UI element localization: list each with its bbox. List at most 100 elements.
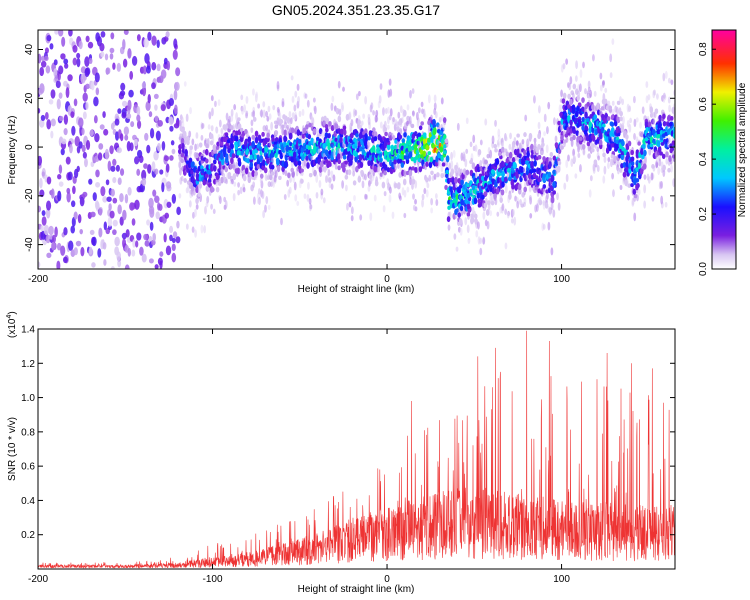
spectrogram-cell xyxy=(511,183,515,190)
spectrogram-y-tick-label: 20 xyxy=(24,92,35,104)
spectrogram-cell xyxy=(122,209,127,221)
spectrogram-cell xyxy=(198,142,203,148)
spectrogram-cell xyxy=(49,43,54,50)
spectrogram-cell xyxy=(479,159,483,167)
spectrogram-cell xyxy=(428,161,433,169)
spectrogram-cell xyxy=(139,246,144,256)
spectrogram-cell xyxy=(339,136,343,143)
spectrogram-cell xyxy=(105,67,111,75)
spectrogram-cell xyxy=(386,143,391,151)
spectrogram-cell xyxy=(664,143,669,149)
spectrogram-cell xyxy=(148,111,153,118)
spectrogram-cell xyxy=(508,151,513,159)
spectrogram-cell xyxy=(148,197,154,209)
spectrogram-cell xyxy=(364,96,368,105)
spectrogram-cell xyxy=(571,92,575,101)
spectrogram-cell xyxy=(430,207,434,214)
spectrogram-cell xyxy=(70,200,76,208)
spectrogram-cell xyxy=(344,160,349,165)
spectrogram-cell xyxy=(224,200,228,209)
spectrogram-cell xyxy=(322,197,326,204)
spectrogram-cell xyxy=(147,93,151,104)
spectrogram-cell xyxy=(621,98,625,106)
spectrogram-cell xyxy=(80,246,85,257)
spectrogram-cell xyxy=(288,146,292,151)
spectrogram-cell xyxy=(373,131,378,138)
spectrogram-cell xyxy=(100,31,106,38)
spectrogram-cell xyxy=(588,127,593,134)
spectrogram-cell xyxy=(313,169,317,177)
spectrogram-cell xyxy=(495,187,500,195)
spectrogram-cell xyxy=(217,99,221,107)
spectrogram-cell xyxy=(159,169,164,175)
spectrogram-cell xyxy=(338,108,342,116)
spectrogram-cell xyxy=(618,167,623,173)
spectrogram-cell xyxy=(254,130,259,137)
spectrogram-cell xyxy=(661,153,666,160)
spectrogram-cell xyxy=(609,53,613,63)
spectrogram-cell xyxy=(290,156,295,163)
spectrogram-cell xyxy=(288,122,292,128)
spectrogram-cell xyxy=(350,206,354,215)
spectrogram-cell xyxy=(39,83,45,94)
spectrogram-cell xyxy=(212,208,216,215)
spectrogram-panel: -200 -100 0 100 40 20 0 -20 -40 Height of straig… xyxy=(7,29,676,295)
spectrogram-cell xyxy=(641,154,645,160)
spectrogram-cell xyxy=(408,115,412,125)
spectrogram-cell xyxy=(109,47,115,54)
spectrogram-cell xyxy=(574,173,578,179)
spectrogram-cell xyxy=(56,242,62,251)
spectrogram-cell xyxy=(527,172,532,180)
spectrogram-cell xyxy=(494,148,498,153)
spectrogram-cell xyxy=(378,153,383,158)
spectrogram-cell xyxy=(144,240,150,247)
spectrogram-cell xyxy=(556,165,561,173)
spectrogram-cell xyxy=(143,163,148,169)
spectrogram-cell xyxy=(41,210,46,216)
spectrogram-cell xyxy=(72,45,78,53)
spectrogram-cell xyxy=(577,102,582,107)
spectrogram-cell xyxy=(39,189,45,198)
spectrogram-cell xyxy=(465,148,469,154)
spectrogram-cell xyxy=(452,149,456,158)
spectrogram-cell xyxy=(76,57,81,68)
spectrogram-cell xyxy=(377,167,381,175)
spectrogram-cell xyxy=(349,158,353,166)
spectrogram-cell xyxy=(504,242,508,250)
spectrogram-cell xyxy=(147,31,152,41)
spectrogram-cell xyxy=(572,134,576,141)
spectrogram-cell xyxy=(53,59,58,66)
spectrogram-cell xyxy=(575,60,578,70)
spectrogram-cell xyxy=(347,169,352,176)
spectrogram-cell xyxy=(457,212,462,218)
spectrogram-cell xyxy=(593,90,597,97)
spectrogram-cell xyxy=(206,195,210,203)
spectrogram-cell xyxy=(141,169,147,181)
spectrogram-cell xyxy=(232,192,236,202)
spectrogram-cell xyxy=(652,165,656,172)
spectrogram-cell xyxy=(94,133,100,143)
spectrogram-cell xyxy=(305,155,309,161)
spectrogram-cell xyxy=(403,189,407,198)
spectrogram-x-tick-label: 0 xyxy=(384,274,390,285)
spectrogram-cell xyxy=(165,163,170,173)
spectrogram-cell xyxy=(399,105,403,114)
spectrogram-cell xyxy=(462,151,466,158)
spectrogram-cell xyxy=(574,75,578,82)
snr-y-axis-label: SNR (10 * v/v) xyxy=(7,417,18,481)
spectrogram-cell xyxy=(128,89,134,98)
spectrogram-cell xyxy=(102,242,107,250)
spectrogram-cell xyxy=(622,171,627,178)
spectrogram-cell xyxy=(268,113,272,120)
spectrogram-cell xyxy=(560,89,563,98)
spectrogram-cell xyxy=(515,171,519,178)
spectrogram-cell xyxy=(615,139,620,145)
spectrogram-cell xyxy=(437,152,441,159)
spectrogram-cell xyxy=(56,98,61,110)
spectrogram-cell xyxy=(65,156,71,165)
spectrogram-frame xyxy=(37,29,676,270)
spectrogram-cell xyxy=(528,194,532,201)
spectrogram-cell xyxy=(596,164,600,173)
spectrogram-cell xyxy=(398,134,403,140)
spectrogram-cell xyxy=(633,133,636,140)
